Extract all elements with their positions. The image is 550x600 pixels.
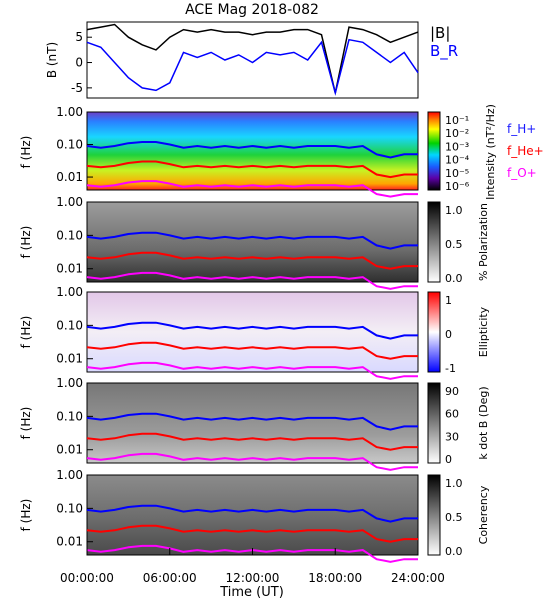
colorbar-tick-label: 0.0 xyxy=(445,545,463,558)
colorbar-tick-label: 10⁻¹ xyxy=(445,114,469,127)
colorbar-label-intensity: Intensity (nT²/Hz) xyxy=(484,104,497,200)
freq-tick-label-intensity: 1.00 xyxy=(56,105,83,119)
chart-title: ACE Mag 2018-082 xyxy=(185,2,319,18)
freq-tick-label-polarization: 0.10 xyxy=(56,228,83,242)
freq-tick-label-coherency: 0.10 xyxy=(56,501,83,515)
series-f-h-plus-line-intensity xyxy=(86,141,418,159)
colorbar-tick-label: 10⁻⁴ xyxy=(445,154,470,167)
series-f-he-plus-line-kdotb xyxy=(86,432,418,451)
colorbar-tick-label: 0.5 xyxy=(445,238,463,251)
colorbar-ellipticity xyxy=(427,291,441,373)
colorbar-tick-label: 1.0 xyxy=(445,477,463,490)
colorbar-intensity xyxy=(427,111,441,191)
panel-b-frame xyxy=(86,21,419,99)
colorbar-label-ellipticity: Ellipticity xyxy=(477,306,490,357)
freq-tick-label-ellipticity: 0.10 xyxy=(56,318,83,332)
chart-marks: 50-51.000.100.011.000.100.011.000.100.01… xyxy=(56,23,470,585)
colorbar-tick-label: 60 xyxy=(445,408,459,421)
x-tick-label: 00:00:00 xyxy=(60,571,114,585)
colorbar-kdotb xyxy=(427,382,441,464)
freq-tick-label-ellipticity: 1.00 xyxy=(56,285,83,299)
y-tick-label-b: 5 xyxy=(75,30,83,44)
series-f-he-plus-line-polarization xyxy=(86,251,418,270)
x-tick-label: 12:00:00 xyxy=(226,571,280,585)
series-f-he-plus-line-ellipticity xyxy=(86,341,418,360)
colorbar-label-coherency: Coherency xyxy=(477,485,490,544)
y-label-polarization: f (Hz) xyxy=(19,226,33,259)
colorbar-tick-label: 10⁻² xyxy=(445,127,469,140)
series-f-o-plus-line-intensity xyxy=(86,180,418,198)
series-b-total-line xyxy=(86,23,419,94)
colorbar-coherency xyxy=(427,474,441,556)
series-f-h-plus-line-coherency xyxy=(86,504,418,523)
freq-tick-label-kdotb: 0.01 xyxy=(56,443,83,457)
series-f-he-plus-line-intensity xyxy=(86,160,418,179)
x-label: Time (UT) xyxy=(219,585,284,600)
spectrogram-panel-kdotb xyxy=(86,382,419,464)
series-f-he-plus-line-coherency xyxy=(86,524,418,543)
series-f-h-plus-line-kdotb xyxy=(86,412,418,431)
legend-f-o: f_O+ xyxy=(507,166,537,180)
colorbar-tick-label: 0.5 xyxy=(445,511,463,524)
series-f-o-plus-line-ellipticity xyxy=(86,361,418,380)
freq-tick-label-ellipticity: 0.01 xyxy=(56,352,83,366)
spectrogram-panel-coherency xyxy=(86,474,419,556)
freq-tick-label-polarization: 0.01 xyxy=(56,262,83,276)
y-tick-label-b: 0 xyxy=(75,56,83,70)
y-label-intensity: f (Hz) xyxy=(19,136,33,169)
freq-tick-label-intensity: 0.01 xyxy=(56,170,83,184)
colorbar-tick-label: 1.0 xyxy=(445,204,463,217)
series-f-h-plus-line-polarization xyxy=(86,231,418,250)
colorbar-tick-label: 1 xyxy=(445,294,452,307)
colorbar-polarization xyxy=(427,201,441,283)
spectrogram-panel-intensity xyxy=(86,111,419,191)
colorbar-tick-label: 0 xyxy=(445,328,452,341)
series-b-r-line xyxy=(86,38,419,96)
colorbar-tick-label: 0 xyxy=(445,453,452,466)
freq-tick-label-kdotb: 0.10 xyxy=(56,409,83,423)
y-tick-label-b: -5 xyxy=(71,81,83,95)
colorbar-tick-label: 0.0 xyxy=(445,272,463,285)
freq-tick-label-coherency: 0.01 xyxy=(56,535,83,549)
legend-f-he: f_He+ xyxy=(507,144,544,158)
x-tick-label: 06:00:00 xyxy=(143,571,197,585)
freq-tick-label-polarization: 1.00 xyxy=(56,195,83,209)
x-tick-label: 18:00:00 xyxy=(308,571,362,585)
legend-f-h: f_H+ xyxy=(507,122,536,136)
freq-tick-label-kdotb: 1.00 xyxy=(56,376,83,390)
y-label-coherency: f (Hz) xyxy=(19,499,33,532)
colorbar-label-kdotb: k dot B (Deg) xyxy=(477,386,490,459)
series-f-h-plus-line-ellipticity xyxy=(86,321,418,340)
x-tick-label: 24:00:00 xyxy=(391,571,445,585)
colorbar-tick-label: 90 xyxy=(445,385,459,398)
legend-b-r: B_R xyxy=(430,42,458,61)
spectrogram-panel-ellipticity xyxy=(86,291,419,373)
colorbar-tick-label: 10⁻⁵ xyxy=(445,167,469,180)
y-label-b: B (nT) xyxy=(45,42,59,78)
colorbar-tick-label: 10⁻³ xyxy=(445,140,469,153)
freq-tick-label-intensity: 0.10 xyxy=(56,138,83,152)
spectrogram-panel-polarization xyxy=(86,201,419,283)
y-label-kdotb: f (Hz) xyxy=(19,407,33,440)
series-f-o-plus-line-kdotb xyxy=(86,452,418,471)
legend-b-total: |B| xyxy=(430,24,450,42)
colorbar-tick-label: 30 xyxy=(445,430,459,443)
freq-tick-label-coherency: 1.00 xyxy=(56,468,83,482)
series-f-o-plus-line-polarization xyxy=(86,271,418,290)
colorbar-tick-label: 10⁻⁶ xyxy=(445,180,470,193)
colorbar-label-polarization: % Polarization xyxy=(477,203,490,281)
colorbar-tick-label: -1 xyxy=(445,362,456,375)
y-label-ellipticity: f (Hz) xyxy=(19,316,33,349)
